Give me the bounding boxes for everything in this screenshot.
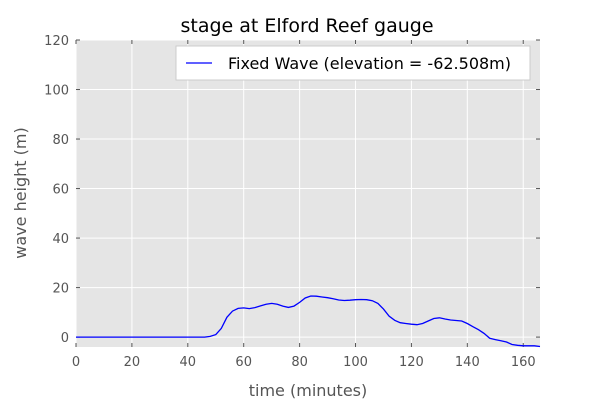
series-layer (76, 295, 541, 348)
y-tick-label: 60 (52, 183, 69, 198)
x-tick-label: 100 (343, 355, 368, 370)
legend-label: Fixed Wave (elevation = -62.508m) (228, 54, 511, 73)
x-tick-label: 0 (72, 355, 80, 370)
x-tick-label: 120 (399, 355, 424, 370)
legend: Fixed Wave (elevation = -62.508m) (175, 45, 531, 81)
y-axis-label: wave height (m) (11, 127, 30, 258)
y-tick-label: 20 (52, 282, 69, 297)
series-line (76, 295, 541, 348)
chart-title: stage at Elford Reef gauge (180, 15, 433, 37)
grid (75, 39, 540, 347)
y-tick-label: 40 (52, 232, 69, 247)
x-tick-label: 60 (235, 355, 252, 370)
y-tick-label: 100 (44, 84, 69, 99)
x-tick-label: 40 (180, 355, 197, 370)
plot-area (76, 40, 540, 347)
y-tick-label: 120 (44, 34, 69, 49)
y-tick-label: 80 (52, 133, 69, 148)
y-tick-label: 0 (61, 331, 69, 346)
x-tick-label: 140 (455, 355, 480, 370)
x-tick-label: 80 (291, 355, 308, 370)
x-tick-label: 20 (124, 355, 141, 370)
legend-box (175, 45, 531, 81)
axis-ticks: 0 20 40 60 80 100 120 140 160 0 20 40 60 80 100 120 (44, 34, 540, 370)
x-axis-label: time (minutes) (249, 381, 367, 400)
x-tick-label: 160 (511, 355, 536, 370)
